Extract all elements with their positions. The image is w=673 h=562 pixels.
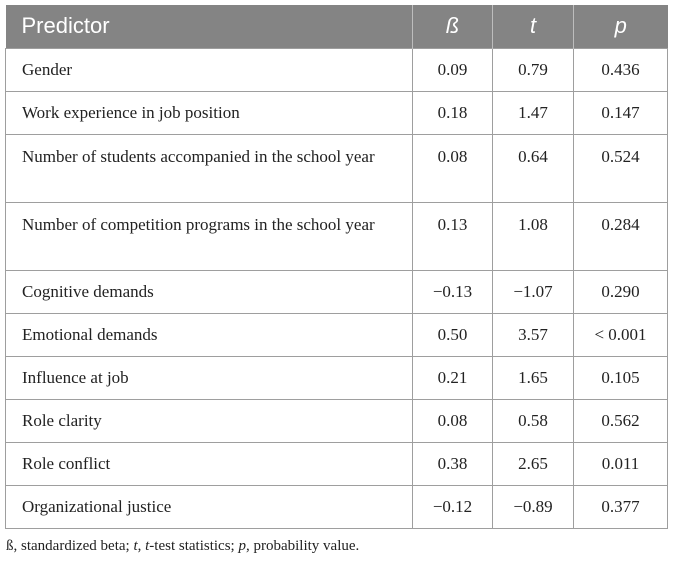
- cell-beta: 0.13: [412, 201, 493, 271]
- header-row: Predictor ß t p: [5, 5, 668, 48]
- cell-t: 0.79: [492, 47, 574, 92]
- cell-p: 0.562: [573, 398, 668, 443]
- cell-predictor: Cognitive demands: [5, 269, 413, 314]
- cell-t: 1.08: [492, 201, 574, 271]
- footnote-t-symbol: t: [133, 538, 138, 554]
- regression-results-table: Predictor ß t p Gender 0.09 0.79 0.436 W…: [5, 5, 668, 529]
- cell-p: 0.105: [573, 355, 668, 400]
- cell-beta: −0.12: [412, 484, 493, 529]
- cell-predictor: Influence at job: [5, 355, 413, 400]
- cell-beta: 0.08: [412, 133, 493, 203]
- header-p: p: [614, 13, 627, 39]
- table-footnote: ß, standardized beta; t, t-test statisti…: [6, 538, 359, 555]
- cell-beta: 0.09: [412, 47, 493, 92]
- table-row: Role clarity 0.08 0.58 0.562: [5, 398, 668, 443]
- cell-p: 0.290: [573, 269, 668, 314]
- cell-p: 0.436: [573, 47, 668, 92]
- table-row: Gender 0.09 0.79 0.436: [5, 47, 668, 92]
- header-t: t: [492, 5, 574, 48]
- footnote-t-sep: ,: [137, 538, 146, 554]
- cell-p: 0.377: [573, 484, 668, 529]
- cell-t: 0.58: [492, 398, 574, 443]
- cell-beta: 0.21: [412, 355, 493, 400]
- cell-beta: 0.38: [412, 441, 493, 486]
- cell-p: < 0.001: [573, 312, 668, 357]
- table-row: Work experience in job position 0.18 1.4…: [5, 90, 668, 135]
- table-row: Role conflict 0.38 2.65 0.011: [5, 441, 668, 486]
- results-table-container: Predictor ß t p Gender 0.09 0.79 0.436 W…: [5, 5, 668, 529]
- cell-t: 1.65: [492, 355, 574, 400]
- cell-t: −0.89: [492, 484, 574, 529]
- footnote-t-prefix: t: [145, 538, 150, 554]
- cell-predictor: Number of competition programs in the sc…: [5, 201, 413, 271]
- cell-p: 0.011: [573, 441, 668, 486]
- footnote-p-symbol: p: [238, 538, 246, 554]
- table-body: Gender 0.09 0.79 0.436 Work experience i…: [5, 47, 668, 529]
- cell-beta: 0.18: [412, 90, 493, 135]
- cell-t: 0.64: [492, 133, 574, 203]
- table-row: Influence at job 0.21 1.65 0.105: [5, 355, 668, 400]
- cell-predictor: Gender: [5, 47, 413, 92]
- cell-p: 0.284: [573, 201, 668, 271]
- cell-beta: 0.50: [412, 312, 493, 357]
- cell-t: 2.65: [492, 441, 574, 486]
- cell-predictor: Role conflict: [5, 441, 413, 486]
- footnote-beta-text: , standardized beta;: [13, 538, 134, 554]
- header-predictor: Predictor: [5, 5, 413, 48]
- cell-beta: −0.13: [412, 269, 493, 314]
- table-row: Number of students accompanied in the sc…: [5, 133, 668, 203]
- cell-predictor: Work experience in job position: [5, 90, 413, 135]
- cell-predictor: Emotional demands: [5, 312, 413, 357]
- header-beta: ß: [412, 5, 493, 48]
- footnote-p-text: , probability value.: [245, 538, 360, 554]
- cell-predictor: Organizational justice: [5, 484, 413, 529]
- cell-p: 0.524: [573, 133, 668, 203]
- table-header: Predictor ß t p: [5, 5, 668, 48]
- cell-t: −1.07: [492, 269, 574, 314]
- cell-p: 0.147: [573, 90, 668, 135]
- table-row: Cognitive demands −0.13 −1.07 0.290: [5, 269, 668, 314]
- table-row: Number of competition programs in the sc…: [5, 201, 668, 271]
- table-row: Emotional demands 0.50 3.57 < 0.001: [5, 312, 668, 357]
- cell-t: 1.47: [492, 90, 574, 135]
- table-row: Organizational justice −0.12 −0.89 0.377: [5, 484, 668, 529]
- cell-beta: 0.08: [412, 398, 493, 443]
- footnote-t-text: -test statistics;: [149, 538, 239, 554]
- cell-predictor: Number of students accompanied in the sc…: [5, 133, 413, 203]
- cell-t: 3.57: [492, 312, 574, 357]
- footnote-beta-symbol: ß: [6, 538, 14, 554]
- cell-predictor: Role clarity: [5, 398, 413, 443]
